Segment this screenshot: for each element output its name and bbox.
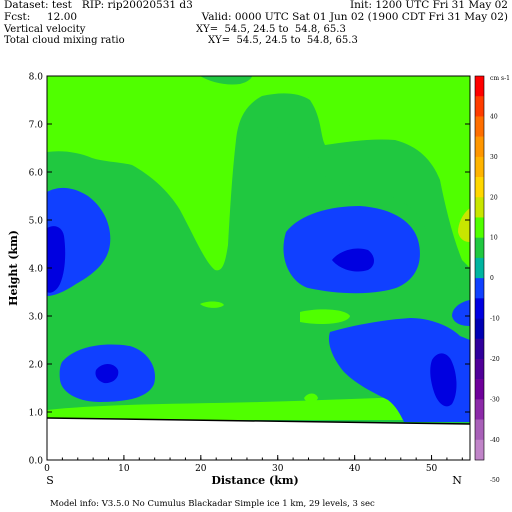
colorbar-swatch bbox=[475, 96, 484, 117]
model-info-footer: Model info: V3.5.0 No Cumulus Blackadar … bbox=[50, 499, 375, 509]
colorbar-tick-label: 40 bbox=[490, 113, 498, 120]
y-axis-label: Height (km) bbox=[7, 230, 20, 306]
y-tick-label: 6.0 bbox=[29, 169, 44, 179]
contour-region-10-20-patch1 bbox=[300, 309, 350, 324]
contour-region-20-30 bbox=[458, 208, 470, 242]
x-tick-label: 10 bbox=[118, 464, 130, 474]
downdraft-core-lower-right bbox=[430, 353, 457, 407]
contour-region-10-20-patch3 bbox=[304, 393, 318, 403]
x-tick-label: 50 bbox=[426, 464, 438, 474]
downdraft-core-center-right bbox=[332, 248, 374, 272]
contour-region-10-20-patch2 bbox=[200, 301, 224, 308]
colorbar-swatch bbox=[475, 76, 484, 97]
field2-xy: XY= 54.5, 24.5 to 54.8, 65.3 bbox=[208, 35, 358, 46]
contour-region-10-20-upper bbox=[47, 76, 470, 271]
y-tick-label: 4.0 bbox=[29, 265, 44, 275]
colorbar-swatch bbox=[475, 358, 484, 380]
downdraft-core-upper-left bbox=[47, 226, 66, 293]
colorbar-tick-label: 10 bbox=[490, 235, 498, 242]
colorbar-swatch bbox=[475, 278, 484, 299]
field1-xy: XY= 54.5, 24.5 to 54.8, 65.3 bbox=[196, 24, 346, 35]
colorbar-swatch bbox=[475, 156, 484, 178]
x-tick-label: 30 bbox=[272, 464, 284, 474]
colorbar-swatch bbox=[475, 439, 484, 461]
y-tick-label: 2.0 bbox=[29, 361, 44, 371]
endpoint-left-label: S bbox=[46, 474, 54, 487]
terrain-line bbox=[47, 417, 470, 425]
x-tick-label: 0 bbox=[44, 464, 50, 474]
colorbar-tick-label: 0 bbox=[490, 275, 494, 282]
colorbar: 40 30 20 10 0 -10 -20 -30 -40 -50 bbox=[474, 75, 500, 484]
colorbar-tick-label: -20 bbox=[490, 356, 500, 363]
colorbar-swatch bbox=[475, 399, 484, 420]
x-axis-ticks: 0 10 20 30 40 50 bbox=[44, 455, 463, 474]
contour-region-green-top bbox=[200, 76, 252, 85]
terrain bbox=[47, 418, 470, 460]
y-tick-label: 0.0 bbox=[29, 457, 44, 467]
x-axis-label: Distance (km) bbox=[211, 474, 298, 487]
y-tick-label: 8.0 bbox=[29, 73, 44, 83]
colorbar-tick-label: -40 bbox=[490, 437, 500, 444]
downdraft-core-lower-left bbox=[95, 364, 119, 384]
dataset-label: Dataset: test RIP: rip20020531 d3 bbox=[4, 0, 193, 11]
downdraft-cell-lower-right bbox=[328, 318, 470, 422]
colorbar-swatch bbox=[475, 338, 484, 360]
init-label: Init: 1200 UTC Fri 31 May 02 bbox=[350, 0, 508, 11]
x-tick-label: 40 bbox=[349, 464, 361, 474]
field1-label: Vertical velocity bbox=[4, 24, 86, 35]
y-tick-label: 3.0 bbox=[29, 313, 44, 323]
colorbar-swatch bbox=[475, 237, 484, 259]
endpoint-right-label: N bbox=[452, 474, 462, 487]
colorbar-tick-label: 20 bbox=[490, 194, 498, 201]
colorbar-swatch bbox=[475, 197, 484, 218]
colorbar-swatch bbox=[475, 419, 484, 441]
contour-region-10-20-lower bbox=[47, 394, 470, 420]
contour-fill bbox=[47, 76, 470, 460]
fcst-label: Fcst: 12.00 bbox=[4, 11, 78, 23]
colorbar-tick-label: -50 bbox=[490, 477, 500, 484]
colorbar-swatch bbox=[475, 298, 484, 319]
y-axis-ticks: 0.0 1.0 2.0 3.0 4.0 5.0 6.0 7.0 8.0 bbox=[29, 73, 470, 467]
colorbar-tick-label: -30 bbox=[490, 396, 500, 403]
colorbar-frame bbox=[474, 75, 485, 461]
colorbar-swatch bbox=[475, 177, 484, 198]
colorbar-swatch bbox=[475, 136, 484, 158]
colorbar-swatch bbox=[475, 116, 484, 137]
colorbar-swatch bbox=[475, 379, 484, 400]
y-tick-label: 1.0 bbox=[29, 409, 44, 419]
valid-label: Valid: 0000 UTC Sat 01 Jun 02 (1900 CDT … bbox=[201, 11, 508, 23]
downdraft-cell-right-edge bbox=[452, 300, 470, 326]
colorbar-swatch bbox=[475, 257, 484, 279]
y-tick-label: 7.0 bbox=[29, 121, 44, 131]
y-tick-label: 5.0 bbox=[29, 217, 44, 227]
colorbar-tick-label: 30 bbox=[490, 154, 498, 161]
colorbar-swatch bbox=[475, 217, 484, 238]
x-tick-label: 20 bbox=[195, 464, 207, 474]
field2-label: Total cloud mixing ratio bbox=[4, 35, 125, 46]
colorbar-unit-label: cm s-1 bbox=[490, 75, 510, 82]
colorbar-swatch bbox=[475, 318, 484, 340]
colorbar-tick-label: -10 bbox=[490, 316, 500, 323]
